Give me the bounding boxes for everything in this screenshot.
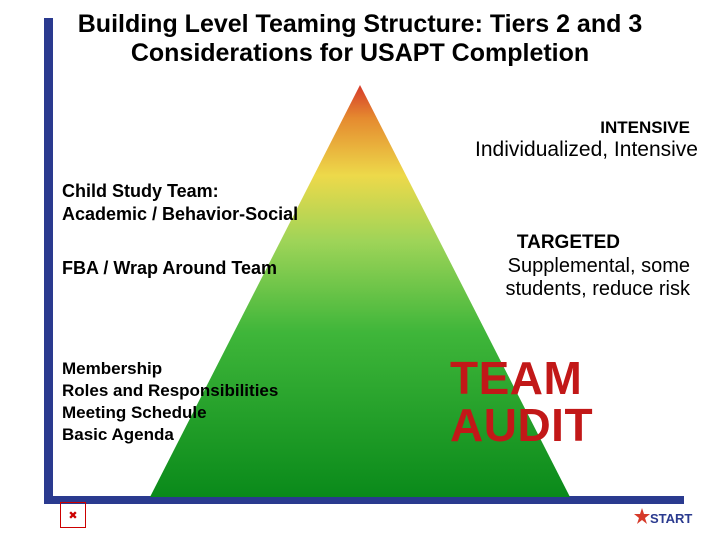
left-block1-line1: Child Study Team: bbox=[62, 180, 298, 203]
intensive-label: INTENSIVE bbox=[600, 118, 690, 138]
team-audit-callout: TEAM AUDIT bbox=[450, 355, 593, 449]
slide: Building Level Teaming Structure: Tiers … bbox=[0, 0, 720, 540]
team-audit-line-1: TEAM bbox=[450, 355, 593, 402]
left-block-fba: FBA / Wrap Around Team bbox=[62, 258, 277, 279]
start-logo-text: START bbox=[650, 511, 692, 526]
start-logo-svg: START bbox=[632, 506, 702, 532]
broken-image-glyph: ✖ bbox=[68, 509, 77, 522]
frame-horizontal-bar bbox=[44, 496, 684, 504]
left-block3-line2: Roles and Responsibilities bbox=[62, 380, 278, 402]
intensive-description: Individualized, Intensive bbox=[475, 138, 698, 162]
left-block2-line1: FBA / Wrap Around Team bbox=[62, 258, 277, 279]
broken-image-icon: ✖ bbox=[60, 502, 86, 528]
star-icon bbox=[634, 508, 650, 524]
left-block3-line1: Membership bbox=[62, 358, 278, 380]
left-block3-line3: Meeting Schedule bbox=[62, 402, 278, 424]
slide-title: Building Level Teaming Structure: Tiers … bbox=[0, 10, 720, 68]
frame-vertical-bar bbox=[44, 18, 53, 504]
start-logo: START bbox=[632, 506, 702, 532]
targeted-description-line-1: Supplemental, some bbox=[508, 255, 690, 278]
targeted-label: TARGETED bbox=[517, 232, 620, 254]
left-block-child-study: Child Study Team: Academic / Behavior-So… bbox=[62, 180, 298, 225]
team-audit-line-2: AUDIT bbox=[450, 402, 593, 449]
title-line-1: Building Level Teaming Structure: Tiers … bbox=[0, 10, 720, 39]
targeted-description-line-2: students, reduce risk bbox=[505, 278, 690, 301]
left-block3-line4: Basic Agenda bbox=[62, 424, 278, 446]
left-block1-line2: Academic / Behavior-Social bbox=[62, 203, 298, 226]
left-block-membership: Membership Roles and Responsibilities Me… bbox=[62, 358, 278, 446]
title-line-2: Considerations for USAPT Completion bbox=[0, 39, 720, 68]
